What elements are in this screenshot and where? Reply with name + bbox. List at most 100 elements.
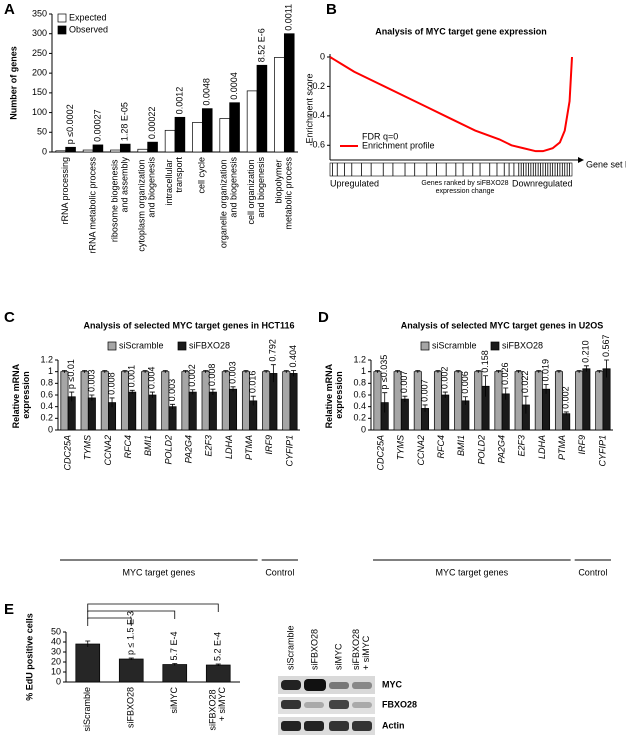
y-tick-label: 350 xyxy=(32,8,47,18)
x-tick-label: siFBXO28 + siMYC xyxy=(208,687,228,731)
p-value-label: 0.0004 xyxy=(229,72,239,100)
p-value-label: 0.002 xyxy=(561,386,571,409)
p-value-label: 0.00022 xyxy=(147,107,157,140)
bar xyxy=(147,141,158,153)
error-bar xyxy=(223,370,229,373)
error-bar xyxy=(149,391,155,398)
x-axis-arrow xyxy=(578,157,584,163)
error-bar xyxy=(109,397,115,408)
bar xyxy=(595,371,604,431)
legend-swatch xyxy=(107,341,117,351)
bar xyxy=(282,371,291,431)
x-tick-label: cell cycle xyxy=(197,157,207,194)
error-bar xyxy=(395,370,401,373)
error-bar xyxy=(442,391,448,398)
x-tick-label: CDC25A xyxy=(375,435,385,471)
bar xyxy=(205,664,231,683)
p-value-label: 0.158 xyxy=(480,350,490,373)
error-bar xyxy=(422,404,428,412)
y-tick-label: 50 xyxy=(51,626,61,636)
error-bar xyxy=(543,384,549,394)
x-tick-label: PTMA xyxy=(244,435,254,460)
legend-swatch xyxy=(177,341,187,351)
y-tick-label: 0.6 xyxy=(40,389,53,399)
x-tick-label: CCNA2 xyxy=(103,435,113,466)
y-tick-label: -0.4 xyxy=(309,110,325,120)
y-tick-label: 1 xyxy=(48,366,53,376)
bar xyxy=(128,391,137,431)
y-tick-label: 250 xyxy=(32,48,47,58)
x-tick-label: ribosome biogenesis and assembly xyxy=(110,157,130,243)
y-tick-label: 300 xyxy=(32,28,47,38)
error-bar xyxy=(128,657,134,660)
x-tick-label: rRNA metabolic process xyxy=(87,157,97,254)
hit-strip xyxy=(329,162,573,177)
bar xyxy=(542,388,551,431)
bar xyxy=(65,146,76,153)
bar xyxy=(283,33,295,153)
blot-lane-label: siScramble xyxy=(285,625,295,670)
group-label: MYC target genes xyxy=(436,567,509,577)
chart-title: Analysis of selected MYC target genes in… xyxy=(83,320,294,330)
error-bar xyxy=(402,395,408,402)
error-bar xyxy=(563,411,569,416)
y-tick-label: 200 xyxy=(32,68,47,78)
error-bar xyxy=(215,663,221,666)
y-axis-label: Number of genes xyxy=(8,46,18,120)
bar xyxy=(137,148,149,153)
error-bar xyxy=(182,370,188,373)
error-bar xyxy=(523,395,529,414)
error-bar xyxy=(374,370,380,373)
panel-letter: A xyxy=(4,1,15,18)
error-bar xyxy=(172,663,178,666)
y-tick-label: 0 xyxy=(361,424,366,434)
bar xyxy=(219,118,231,153)
enrichment-line xyxy=(329,56,573,153)
p-value-label: 0.026 xyxy=(500,362,510,385)
y-tick-label: 0.2 xyxy=(40,413,53,423)
bar xyxy=(188,391,197,431)
bar xyxy=(575,371,584,431)
error-bar xyxy=(382,392,388,413)
y-tick-label: 150 xyxy=(32,87,47,97)
bar xyxy=(164,129,176,153)
y-tick-label: 0 xyxy=(320,51,325,61)
x-tick-label: RFC4 xyxy=(123,435,133,459)
error-bar xyxy=(69,391,75,402)
blot-row-label: FBXO28 xyxy=(382,699,417,709)
blot-image xyxy=(278,676,375,735)
x-tick-label: organelle organization and biogenesis xyxy=(219,157,239,249)
bar xyxy=(400,398,409,431)
p-value-label: 0.0048 xyxy=(202,78,212,106)
bar xyxy=(208,391,217,431)
x-tick-label: RFC4 xyxy=(436,435,446,459)
error-bar xyxy=(283,370,289,373)
legend-label: siFBXO28 xyxy=(189,340,230,350)
p-value-label: 0.016 xyxy=(248,371,258,394)
y-tick-label: -0.2 xyxy=(309,81,325,91)
blot-row-label: Actin xyxy=(382,720,405,730)
blot-lane-label: siFBXO28 xyxy=(309,629,319,670)
bar xyxy=(174,116,186,153)
p-value-label: 0.002 xyxy=(187,364,197,387)
p-value-label: 0.004 xyxy=(147,367,157,390)
x-tick-label: siFBXO28 xyxy=(126,687,136,728)
error-bar xyxy=(102,370,108,373)
x-tick-label: CYFIP1 xyxy=(284,435,294,467)
x-region-label: Upregulated xyxy=(330,178,379,188)
bar xyxy=(562,413,571,431)
error-bar xyxy=(291,370,297,377)
x-tick-label: IRF9 xyxy=(577,435,587,455)
x-tick-label: TYMS xyxy=(396,435,406,460)
bar xyxy=(289,373,298,431)
y-tick-label: 0.8 xyxy=(40,378,53,388)
x-tick-label: cell organization and biogenesis xyxy=(246,157,266,225)
y-tick-label: 50 xyxy=(37,127,47,137)
error-bar xyxy=(190,389,196,395)
y-tick-label: 10 xyxy=(51,666,61,676)
x-tick-label: intracellular transport xyxy=(164,157,184,206)
error-bar xyxy=(170,403,176,409)
x-tick-label: rRNA processing xyxy=(60,157,70,225)
bar xyxy=(274,57,285,153)
p-value-label: 0.003 xyxy=(167,379,177,402)
